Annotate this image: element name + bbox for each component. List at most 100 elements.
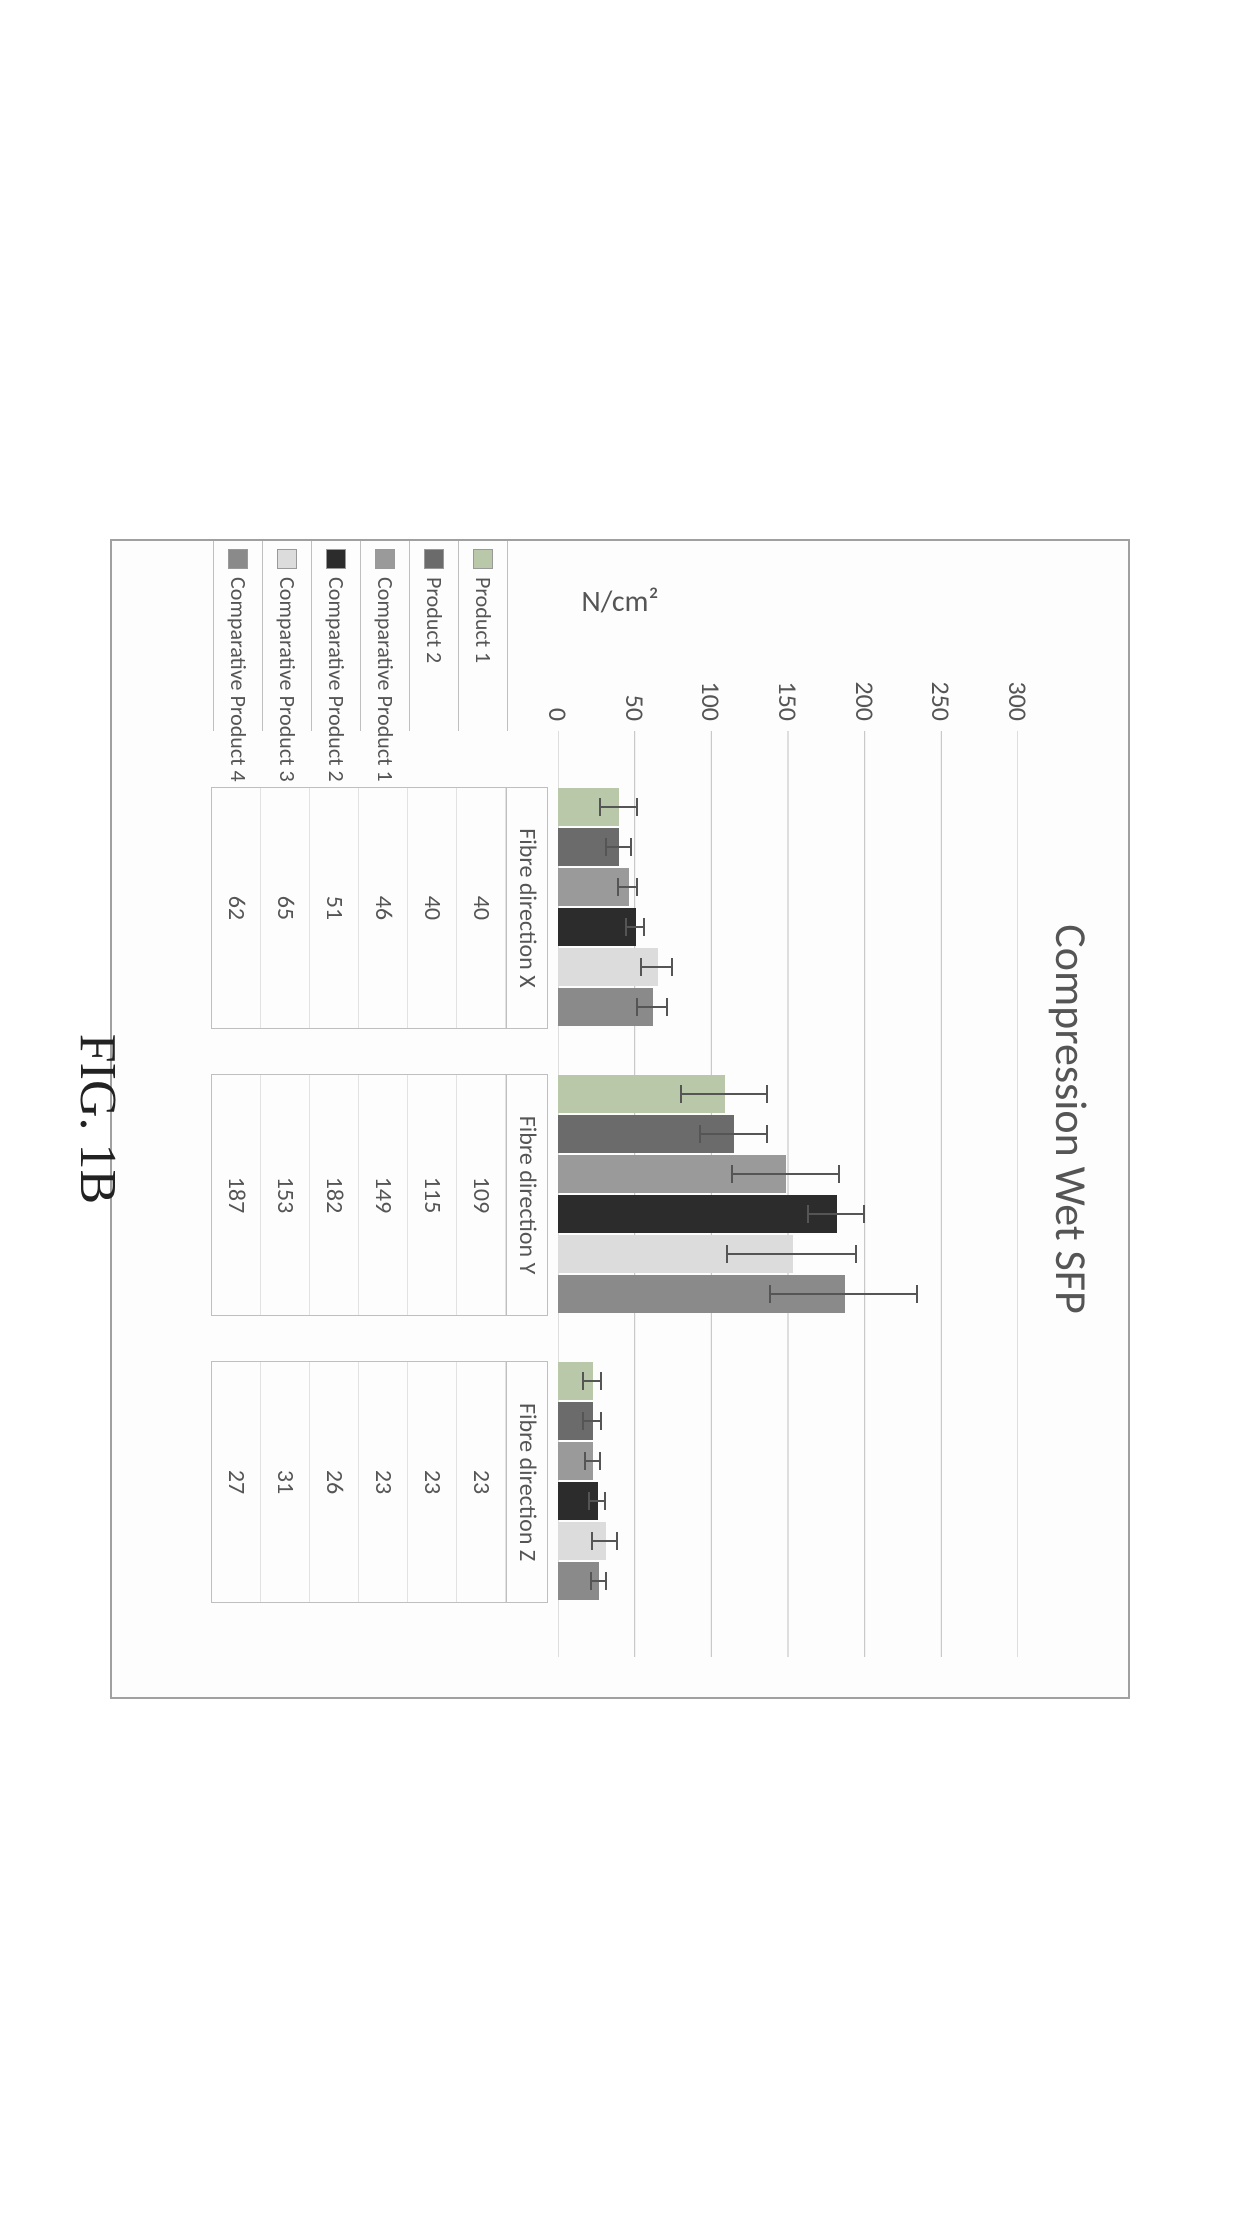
error-bar	[809, 1212, 864, 1214]
error-cap	[625, 917, 627, 935]
data-table-cell: 40	[457, 787, 506, 1028]
y-tick-label: 200	[849, 661, 881, 721]
legend-row: Comparative Product 2	[312, 541, 361, 731]
bar	[558, 1442, 1018, 1480]
bars	[558, 1073, 1018, 1314]
error-cap	[640, 957, 642, 975]
data-table-cell: 65	[261, 787, 310, 1028]
error-bar	[601, 805, 638, 807]
data-table-cell: 62	[212, 787, 261, 1028]
bar	[558, 1482, 1018, 1520]
data-table-cell: 26	[310, 1361, 359, 1602]
error-cap	[605, 1572, 607, 1590]
error-cap	[591, 1532, 593, 1550]
error-cap	[636, 797, 638, 815]
data-table-cell: 46	[359, 787, 408, 1028]
data-table-cell: 31	[261, 1361, 310, 1602]
chart-frame: Compression Wet SFP N/cm² 05010015020025…	[110, 539, 1130, 1699]
legend-label: Product 1	[459, 577, 507, 663]
error-bar	[607, 845, 632, 847]
bar	[558, 1562, 1018, 1600]
plot-area: 050100150200250300	[558, 731, 1018, 1657]
error-cap	[699, 1124, 701, 1142]
error-bar	[733, 1172, 840, 1174]
bar	[558, 1522, 1018, 1560]
data-table-group-header: Fibre direction X	[506, 787, 547, 1028]
legend-swatch	[228, 549, 248, 569]
error-bar	[701, 1132, 768, 1134]
error-bar	[638, 1005, 669, 1007]
bar	[558, 1154, 1018, 1192]
legend-swatch	[375, 549, 395, 569]
legend-swatch	[473, 549, 493, 569]
rotated-figure: Compression Wet SFP N/cm² 05010015020025…	[70, 499, 1170, 1739]
error-cap	[590, 1572, 592, 1590]
legend-swatch	[326, 549, 346, 569]
bar	[558, 907, 1018, 945]
error-cap	[807, 1204, 809, 1222]
error-cap	[671, 957, 673, 975]
error-cap	[584, 1452, 586, 1470]
legend-row: Product 1	[459, 541, 508, 731]
data-table-cell: 109	[457, 1074, 506, 1315]
error-cap	[617, 877, 619, 895]
bar	[558, 867, 1018, 905]
legend-row: Comparative Product 1	[361, 541, 410, 731]
y-tick-label: 50	[619, 661, 651, 721]
bar	[558, 1074, 1018, 1112]
data-table-cell: 23	[408, 1361, 457, 1602]
figure-caption: FIG. 1B	[68, 499, 127, 1739]
bar	[558, 1234, 1018, 1272]
data-table-cell: 153	[261, 1074, 310, 1315]
error-cap	[582, 1412, 584, 1430]
data-table-cell: 187	[212, 1074, 261, 1315]
legend-swatch	[277, 549, 297, 569]
error-cap	[605, 837, 607, 855]
error-bar	[728, 1252, 857, 1254]
error-cap	[636, 997, 638, 1015]
bar-group	[558, 1073, 1018, 1314]
data-table-group: Fibre direction Z232323263127	[211, 1360, 548, 1603]
data-table-cell: 51	[310, 787, 359, 1028]
bar	[558, 1194, 1018, 1232]
bars	[558, 786, 1018, 1027]
error-cap	[731, 1164, 733, 1182]
bar	[558, 827, 1018, 865]
error-cap	[582, 1372, 584, 1390]
y-tick-label: 250	[925, 661, 957, 721]
error-cap	[769, 1284, 771, 1302]
error-cap	[600, 1412, 602, 1430]
y-axis-label: N/cm²	[581, 583, 658, 620]
error-cap	[643, 917, 645, 935]
bar	[558, 1402, 1018, 1440]
legend-row-labels: Product 1Product 2Comparative Product 1C…	[213, 541, 508, 731]
legend-label: Comparative Product 4	[214, 577, 262, 782]
legend-label: Product 2	[410, 577, 458, 663]
data-table-cell: 40	[408, 787, 457, 1028]
data-table-cell: 115	[408, 1074, 457, 1315]
error-cap	[863, 1204, 865, 1222]
error-cap	[599, 797, 601, 815]
legend-row: Product 2	[410, 541, 459, 731]
error-cap	[766, 1084, 768, 1102]
chart-title: Compression Wet SFP	[1044, 541, 1098, 1697]
bar	[558, 1274, 1018, 1312]
data-table-group-header: Fibre direction Y	[506, 1074, 547, 1315]
y-tick-label: 150	[772, 661, 804, 721]
data-table-group: Fibre direction X404046516562	[211, 786, 548, 1029]
data-table-cell: 149	[359, 1074, 408, 1315]
error-bar	[771, 1292, 918, 1294]
error-cap	[616, 1532, 618, 1550]
error-cap	[766, 1124, 768, 1142]
data-table-cell: 27	[212, 1361, 261, 1602]
bars	[558, 1360, 1018, 1601]
error-cap	[588, 1492, 590, 1510]
error-cap	[604, 1492, 606, 1510]
page: Compression Wet SFP N/cm² 05010015020025…	[0, 0, 1240, 2237]
error-cap	[855, 1244, 857, 1262]
data-table-cell: 182	[310, 1074, 359, 1315]
legend-row: Comparative Product 3	[263, 541, 312, 731]
error-cap	[630, 837, 632, 855]
error-bar	[682, 1092, 768, 1094]
bar-group	[558, 786, 1018, 1027]
